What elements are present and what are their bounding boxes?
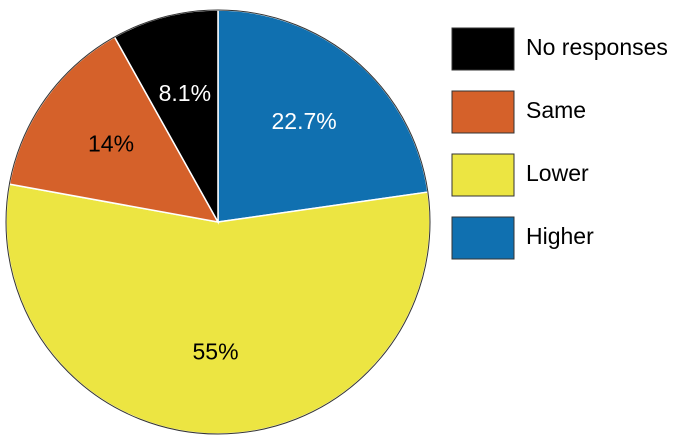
- legend-swatch: [451, 90, 515, 134]
- legend-swatch: [451, 216, 515, 260]
- pie-slices: [5, 9, 431, 435]
- slice-label-lower: 55%: [192, 338, 238, 364]
- legend-item-lower: Lower: [451, 153, 589, 197]
- pie-slice-labels: 22.7% 55% 14% 8.1%: [88, 80, 337, 365]
- pie-outline: [5, 9, 431, 435]
- legend-swatch: [451, 153, 515, 197]
- legend-label: Higher: [526, 223, 594, 249]
- legend-label: No responses: [526, 34, 668, 60]
- legend-label: Lower: [526, 160, 589, 186]
- legend-item-no-responses: No responses: [451, 27, 668, 71]
- slice-label-higher: 22.7%: [272, 108, 337, 134]
- slice-label-same: 14%: [88, 131, 134, 157]
- legend: No responses Same Lower Higher: [451, 27, 668, 260]
- legend-item-higher: Higher: [451, 216, 594, 260]
- legend-label: Same: [526, 97, 586, 123]
- legend-item-same: Same: [451, 90, 586, 134]
- legend-swatch: [451, 27, 515, 71]
- slice-label-no-responses: 8.1%: [159, 80, 211, 106]
